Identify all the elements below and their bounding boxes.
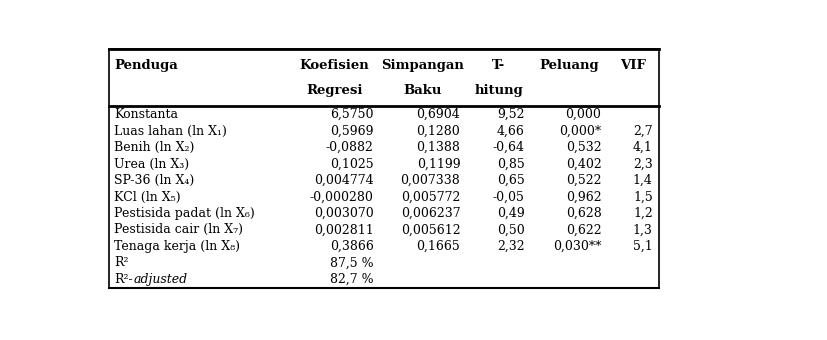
Text: 2,7: 2,7 bbox=[633, 124, 652, 137]
Text: 0,5969: 0,5969 bbox=[330, 124, 373, 137]
Text: KCl (ln X₅): KCl (ln X₅) bbox=[114, 190, 181, 203]
Text: Konstanta: Konstanta bbox=[114, 108, 178, 121]
Text: Luas lahan (ln X₁): Luas lahan (ln X₁) bbox=[114, 124, 227, 137]
Text: 1,4: 1,4 bbox=[632, 174, 652, 187]
Text: 0,000: 0,000 bbox=[565, 108, 600, 121]
Text: 0,003070: 0,003070 bbox=[313, 207, 373, 220]
Text: 0,622: 0,622 bbox=[565, 223, 600, 236]
Text: -0,000280: -0,000280 bbox=[309, 190, 373, 203]
Text: 0,3866: 0,3866 bbox=[329, 240, 373, 253]
Text: 0,1199: 0,1199 bbox=[416, 157, 460, 170]
Text: 87,5 %: 87,5 % bbox=[330, 256, 373, 269]
Text: 4,66: 4,66 bbox=[496, 124, 523, 137]
Text: -0,64: -0,64 bbox=[492, 141, 523, 154]
Text: Regresi: Regresi bbox=[306, 84, 362, 97]
Text: Penduga: Penduga bbox=[114, 59, 178, 72]
Text: 0,49: 0,49 bbox=[496, 207, 523, 220]
Text: -0,0882: -0,0882 bbox=[325, 141, 373, 154]
Text: 0,006237: 0,006237 bbox=[400, 207, 460, 220]
Text: 0,50: 0,50 bbox=[496, 223, 523, 236]
Text: 2,3: 2,3 bbox=[633, 157, 652, 170]
Text: 0,1388: 0,1388 bbox=[416, 141, 460, 154]
Text: 0,002811: 0,002811 bbox=[313, 223, 373, 236]
Text: 0,65: 0,65 bbox=[496, 174, 523, 187]
Text: Pestisida cair (ln X₇): Pestisida cair (ln X₇) bbox=[114, 223, 243, 236]
Text: Tenaga kerja (ln X₈): Tenaga kerja (ln X₈) bbox=[114, 240, 240, 253]
Text: 0,005612: 0,005612 bbox=[400, 223, 460, 236]
Text: Urea (ln X₃): Urea (ln X₃) bbox=[114, 157, 189, 170]
Text: 0,030**: 0,030** bbox=[552, 240, 600, 253]
Text: SP-36 (ln X₄): SP-36 (ln X₄) bbox=[114, 174, 194, 187]
Text: Baku: Baku bbox=[403, 84, 441, 97]
Text: 0,004774: 0,004774 bbox=[313, 174, 373, 187]
Text: Pestisida padat (ln X₆): Pestisida padat (ln X₆) bbox=[114, 207, 255, 220]
Bar bbox=[108, 49, 657, 288]
Text: R²: R² bbox=[114, 256, 129, 269]
Text: 4,1: 4,1 bbox=[632, 141, 652, 154]
Text: T-: T- bbox=[491, 59, 504, 72]
Text: 1,3: 1,3 bbox=[632, 223, 652, 236]
Text: 1,5: 1,5 bbox=[633, 190, 652, 203]
Text: adjusted: adjusted bbox=[133, 273, 188, 286]
Text: 0,85: 0,85 bbox=[496, 157, 523, 170]
Text: VIF: VIF bbox=[619, 59, 645, 72]
Text: 0,6904: 0,6904 bbox=[416, 108, 460, 121]
Text: Peluang: Peluang bbox=[539, 59, 599, 72]
Text: 82,7 %: 82,7 % bbox=[330, 273, 373, 286]
Text: 1,2: 1,2 bbox=[633, 207, 652, 220]
Text: 0,005772: 0,005772 bbox=[400, 190, 460, 203]
Text: 0,1025: 0,1025 bbox=[330, 157, 373, 170]
Text: Koefisien: Koefisien bbox=[299, 59, 369, 72]
Text: 5,1: 5,1 bbox=[633, 240, 652, 253]
Text: -0,05: -0,05 bbox=[492, 190, 523, 203]
Text: 0,1280: 0,1280 bbox=[416, 124, 460, 137]
Text: hitung: hitung bbox=[474, 84, 523, 97]
Text: 0,1665: 0,1665 bbox=[416, 240, 460, 253]
Text: 0,402: 0,402 bbox=[565, 157, 600, 170]
Text: 0,522: 0,522 bbox=[566, 174, 600, 187]
Text: 2,32: 2,32 bbox=[496, 240, 523, 253]
Text: 0,532: 0,532 bbox=[565, 141, 600, 154]
Text: R²-: R²- bbox=[114, 273, 133, 286]
Text: 9,52: 9,52 bbox=[496, 108, 523, 121]
Text: 0,962: 0,962 bbox=[565, 190, 600, 203]
Text: 6,5750: 6,5750 bbox=[330, 108, 373, 121]
Text: 0,000*: 0,000* bbox=[559, 124, 600, 137]
Text: 0,007338: 0,007338 bbox=[400, 174, 460, 187]
Text: Benih (ln X₂): Benih (ln X₂) bbox=[114, 141, 194, 154]
Text: Simpangan: Simpangan bbox=[380, 59, 463, 72]
Text: 0,628: 0,628 bbox=[565, 207, 600, 220]
